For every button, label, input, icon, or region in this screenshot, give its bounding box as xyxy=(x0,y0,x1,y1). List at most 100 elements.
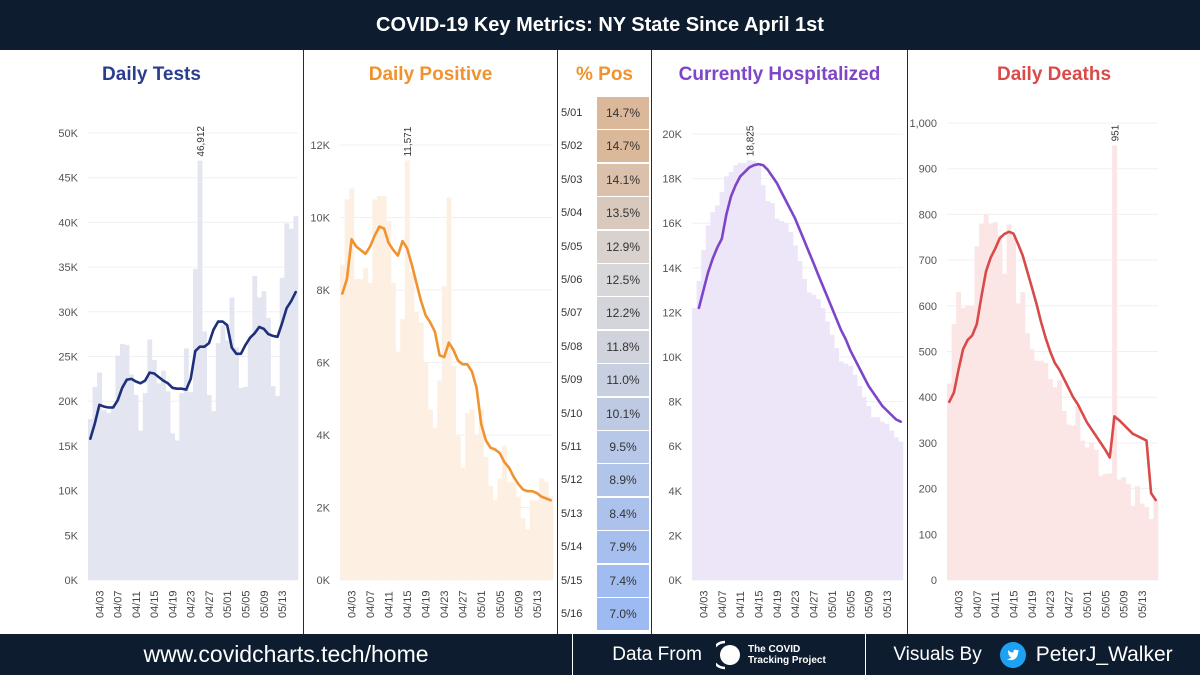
divider xyxy=(865,634,866,675)
bar-04/14 xyxy=(147,339,153,580)
bar-05/04 xyxy=(1098,475,1104,580)
x-tick-label: 04/27 xyxy=(809,590,821,618)
x-tick-label: 04/19 xyxy=(167,590,179,618)
y-tick-label: 18K xyxy=(662,174,682,186)
bar-04/29 xyxy=(469,409,475,580)
bar-05/03 xyxy=(1093,449,1099,580)
bar-04/26 xyxy=(806,292,812,580)
bar-04/19 xyxy=(774,218,780,581)
bar-04/11 xyxy=(737,162,743,580)
bar-04/13 xyxy=(395,351,401,580)
bar-05/09 xyxy=(1121,477,1127,580)
bar-05/03 xyxy=(234,347,239,580)
x-tick-label: 05/13 xyxy=(1137,590,1149,618)
bar-04/24 xyxy=(193,268,198,580)
bar-04/08 xyxy=(724,176,729,580)
bar-05/12 xyxy=(880,421,885,580)
bar-04/21 xyxy=(1038,360,1044,580)
bar-05/11 xyxy=(525,529,531,580)
bar-05/12 xyxy=(275,395,281,580)
bar-05/03 xyxy=(488,485,494,580)
bar-04/29 xyxy=(215,343,221,580)
row-date: 5/16 xyxy=(561,608,583,620)
peak-label: 951 xyxy=(1110,124,1121,141)
percent-positive-row: 5/09 11.0% xyxy=(558,364,652,397)
bar-04/26 xyxy=(455,435,461,580)
header-title: COVID-19 Key Metrics: NY State Since Apr… xyxy=(0,0,1200,50)
bar-05/07 xyxy=(1112,145,1118,580)
row-date: 5/12 xyxy=(561,474,583,487)
y-tick-label: 0 xyxy=(931,575,937,587)
peak-label: 18,825 xyxy=(745,125,756,156)
bar-04/18 xyxy=(1024,333,1030,580)
percent-positive-row: 5/03 14.1% xyxy=(558,163,652,197)
bar-05/10 xyxy=(520,518,526,580)
bar-05/01 xyxy=(478,409,484,580)
y-tick-label: 12K xyxy=(662,307,682,319)
y-tick-label: 12K xyxy=(310,140,330,152)
bar-05/15 xyxy=(893,437,899,580)
bar-04/03 xyxy=(956,292,962,580)
x-tick-label: 05/09 xyxy=(864,590,876,618)
bar-04/08 xyxy=(979,223,984,581)
bar-05/11 xyxy=(1130,505,1136,580)
website-link[interactable]: www.covidcharts.tech/home xyxy=(143,641,429,667)
bar-04/25 xyxy=(802,278,807,580)
y-tick-label: 4K xyxy=(317,430,331,442)
chart-title: Currently Hospitalized xyxy=(678,64,881,85)
bar-04/09 xyxy=(124,344,130,580)
percent-positive-panel: % Pos 5/01 14.7% 5/02 14.7% 5/03 14.1% 5/04 13.… xyxy=(558,50,651,634)
bar-05/15 xyxy=(543,482,549,580)
bar-04/10 xyxy=(381,195,387,580)
twitter-handle[interactable]: PeterJ_Walker xyxy=(1035,642,1173,666)
bar-05/07 xyxy=(857,385,863,580)
row-value: 7.4% xyxy=(597,564,649,597)
bar-05/02 xyxy=(834,348,840,580)
twitter-icon[interactable] xyxy=(999,641,1026,668)
bar-05/11 xyxy=(270,386,276,580)
moving-average-line xyxy=(697,162,902,423)
percent-positive-row: 5/06 12.5% xyxy=(558,264,652,297)
y-tick-label: 16K xyxy=(662,218,682,230)
x-tick-label: 05/05 xyxy=(495,590,507,618)
bar-04/05 xyxy=(358,279,364,580)
percent-positive-row: 5/12 8.9% xyxy=(558,464,652,497)
x-tick-label: 05/01 xyxy=(476,590,488,618)
logo-text-line2: Tracking Project xyxy=(747,654,826,666)
bar-05/14 xyxy=(539,478,545,580)
bar-04/13 xyxy=(1002,273,1007,580)
x-tick-label: 05/09 xyxy=(259,590,271,618)
bar-05/01 xyxy=(1084,447,1090,580)
percent-positive-row: 5/15 7.4% xyxy=(558,564,652,598)
y-tick-label: 100 xyxy=(919,529,937,541)
bar-04/24 xyxy=(797,261,803,580)
y-tick-label: 0K xyxy=(669,575,683,587)
bar-04/04 xyxy=(960,308,966,580)
bar-04/01 xyxy=(947,383,952,580)
percent-positive-row: 5/05 12.9% xyxy=(558,230,652,264)
x-tick-label: 04/23 xyxy=(186,590,198,618)
daily-deaths-chart: 0 100 200 300 400 500 600 700 800 900 1,000 951 04/0… xyxy=(909,118,1159,618)
x-tick-label: 04/07 xyxy=(717,590,729,618)
bar-04/15 xyxy=(756,162,762,580)
bar-04/06 xyxy=(969,305,975,580)
row-date: 5/09 xyxy=(561,374,583,387)
percent-positive-row: 5/04 13.5% xyxy=(558,197,652,230)
y-tick-label: 50K xyxy=(58,128,78,140)
bar-05/14 xyxy=(284,223,290,580)
bar-04/11 xyxy=(992,222,998,580)
bar-04/03 xyxy=(97,372,102,580)
bar-04/07 xyxy=(367,282,373,580)
bar-04/30 xyxy=(474,435,480,580)
bar-05/02 xyxy=(1089,442,1095,580)
percent-positive-table: 5/01 14.7% 5/02 14.7% 5/03 14.1% 5/04 13.5% 5/05… xyxy=(558,97,651,634)
y-tick-label: 6K xyxy=(669,441,683,453)
bar-05/11 xyxy=(875,417,881,580)
bar-04/21 xyxy=(432,427,438,580)
y-tick-label: 35K xyxy=(58,262,78,274)
bar-04/06 xyxy=(363,268,369,580)
x-tick-label: 05/01 xyxy=(222,590,234,618)
y-tick-label: 4K xyxy=(669,486,683,498)
percent-positive-row: 5/01 14.7% xyxy=(558,97,652,130)
x-tick-label: 04/27 xyxy=(458,590,470,618)
